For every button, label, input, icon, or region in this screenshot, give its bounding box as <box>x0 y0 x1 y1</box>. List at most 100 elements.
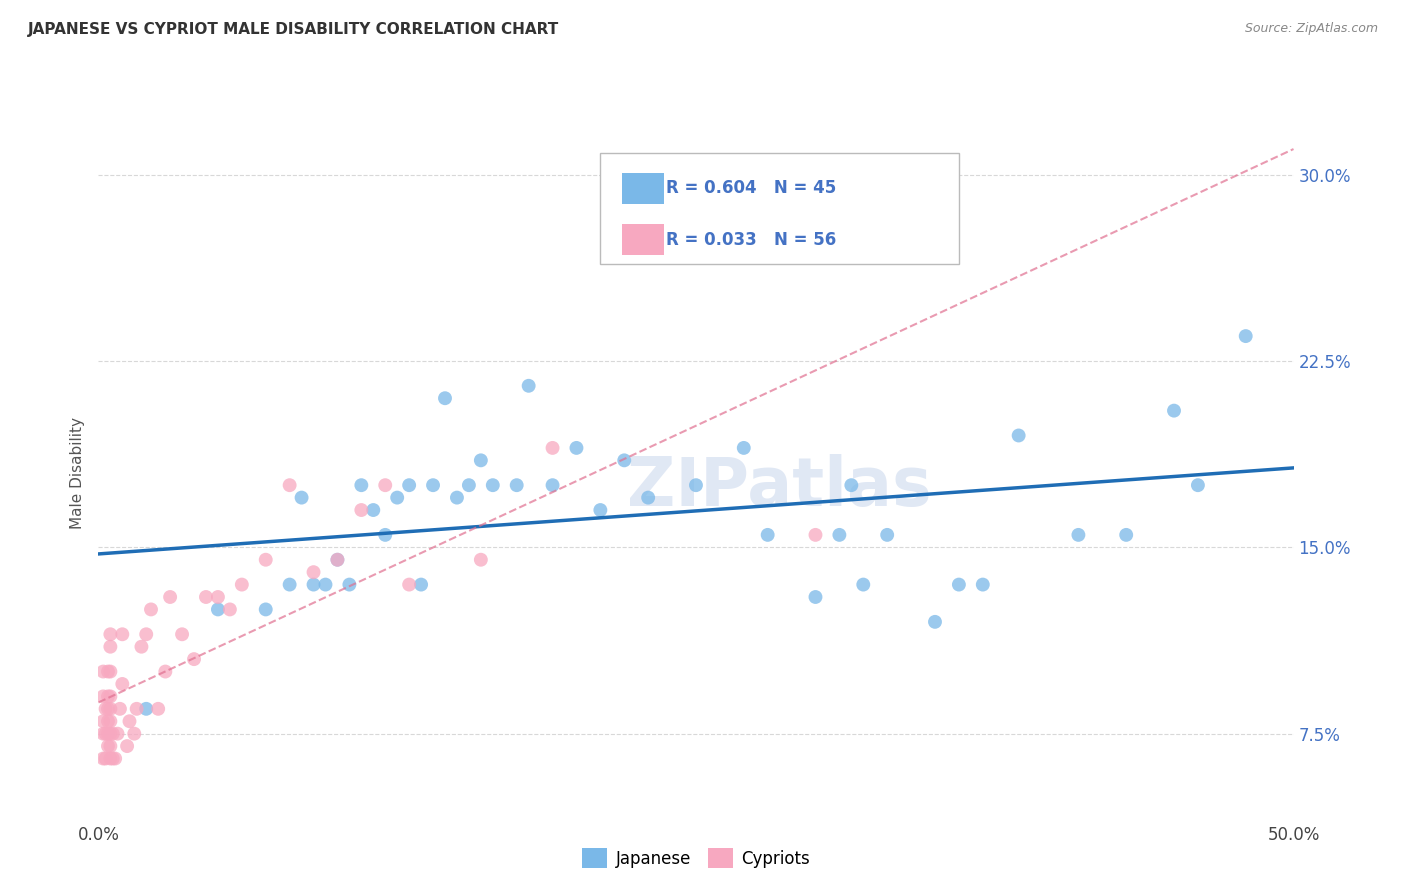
Y-axis label: Male Disability: Male Disability <box>70 417 86 529</box>
Point <box>613 453 636 467</box>
Point <box>852 577 875 591</box>
Text: R = 0.604   N = 45: R = 0.604 N = 45 <box>666 179 837 197</box>
Point <box>278 577 301 591</box>
Point <box>91 726 114 740</box>
Point <box>517 379 540 393</box>
Point <box>207 590 229 604</box>
Point <box>131 640 153 654</box>
Text: R = 0.033   N = 56: R = 0.033 N = 56 <box>666 230 837 249</box>
Point <box>481 478 505 492</box>
Point <box>948 577 970 591</box>
Point <box>124 726 146 740</box>
Point <box>108 702 131 716</box>
Point <box>374 528 396 542</box>
Point <box>315 577 337 591</box>
Point <box>733 441 755 455</box>
Point <box>291 491 314 505</box>
Point <box>1007 428 1029 442</box>
Point <box>91 690 114 704</box>
Point <box>398 577 420 591</box>
Point <box>1115 528 1137 542</box>
Point <box>98 627 122 641</box>
Point <box>98 690 122 704</box>
Point <box>97 714 120 729</box>
Point <box>589 503 612 517</box>
Point <box>98 665 122 679</box>
Point <box>470 553 492 567</box>
Point <box>94 726 117 740</box>
FancyBboxPatch shape <box>600 153 959 264</box>
Point <box>374 478 396 492</box>
Point <box>159 590 181 604</box>
Point <box>97 665 120 679</box>
Point <box>98 739 122 753</box>
Point <box>148 702 170 716</box>
Point <box>804 590 827 604</box>
Point <box>1187 478 1209 492</box>
Point <box>326 553 349 567</box>
Point <box>804 528 827 542</box>
Point <box>876 528 898 542</box>
Point <box>637 491 659 505</box>
Point <box>972 577 994 591</box>
Point <box>446 491 468 505</box>
Point <box>841 478 863 492</box>
Point <box>97 739 120 753</box>
Point <box>183 652 205 666</box>
Point <box>350 478 373 492</box>
Point <box>302 577 325 591</box>
Point <box>98 640 122 654</box>
Point <box>91 714 114 729</box>
Point <box>135 702 157 716</box>
Point <box>363 503 385 517</box>
Point <box>101 726 124 740</box>
Point <box>326 553 349 567</box>
Point <box>91 665 114 679</box>
Point <box>1067 528 1090 542</box>
Point <box>118 714 141 729</box>
FancyBboxPatch shape <box>621 224 664 255</box>
Point <box>94 702 117 716</box>
Point <box>339 577 360 591</box>
Point <box>97 702 120 716</box>
Point <box>254 602 277 616</box>
Point <box>101 751 124 765</box>
Point <box>104 751 127 765</box>
Text: JAPANESE VS CYPRIOT MALE DISABILITY CORRELATION CHART: JAPANESE VS CYPRIOT MALE DISABILITY CORR… <box>28 22 560 37</box>
Point <box>111 627 134 641</box>
Point <box>98 702 122 716</box>
Point <box>385 491 409 505</box>
Point <box>91 751 114 765</box>
Text: Source: ZipAtlas.com: Source: ZipAtlas.com <box>1244 22 1378 36</box>
Point <box>541 441 564 455</box>
Point <box>219 602 242 616</box>
Point <box>411 577 433 591</box>
Point <box>433 391 456 405</box>
Point <box>470 453 492 467</box>
Point <box>685 478 707 492</box>
Legend: Japanese, Cypriots: Japanese, Cypriots <box>575 841 817 875</box>
Point <box>1234 329 1257 343</box>
Point <box>98 751 122 765</box>
Point <box>565 441 588 455</box>
Point <box>828 528 851 542</box>
Point <box>194 590 218 604</box>
Point <box>350 503 373 517</box>
Point <box>97 726 120 740</box>
Point <box>924 615 946 629</box>
Point <box>155 665 177 679</box>
Point <box>98 714 122 729</box>
Point <box>98 726 122 740</box>
Point <box>172 627 194 641</box>
Point <box>231 577 253 591</box>
FancyBboxPatch shape <box>621 173 664 203</box>
Point <box>422 478 444 492</box>
Point <box>398 478 420 492</box>
Point <box>254 553 277 567</box>
Point <box>107 726 129 740</box>
Point <box>135 627 157 641</box>
Point <box>278 478 301 492</box>
Point <box>207 602 229 616</box>
Point <box>756 528 779 542</box>
Point <box>1163 403 1185 417</box>
